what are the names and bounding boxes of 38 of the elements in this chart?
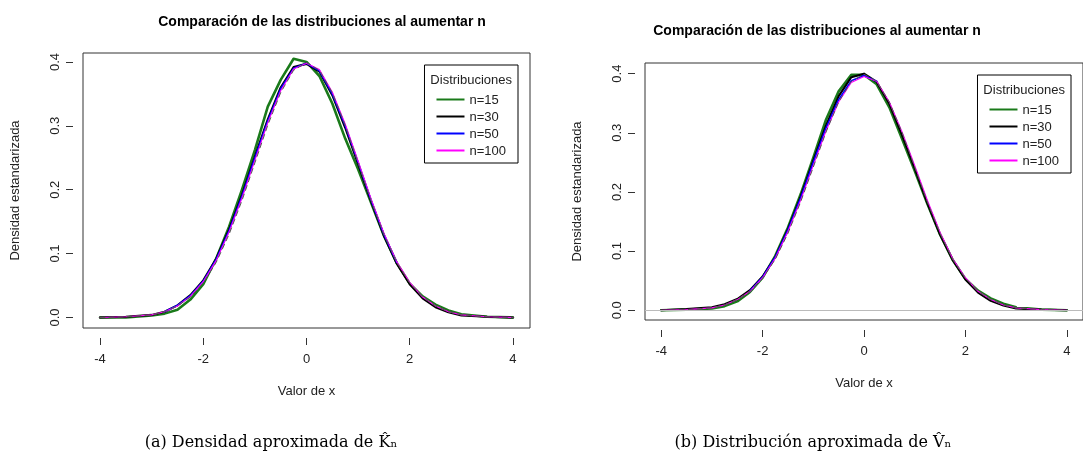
legend-label: n=30 xyxy=(469,109,499,124)
text: (a) Densidad aproximada de K̂ₙ xyxy=(144,431,398,451)
y-tick-label: 0.1 xyxy=(608,242,624,261)
x-tick-label: 2 xyxy=(961,343,969,358)
x-axis-title: Valor de x xyxy=(277,383,336,398)
y-tick-label: 0.2 xyxy=(608,182,624,201)
legend-label: n=30 xyxy=(1021,119,1052,134)
y-tick-label: 0.3 xyxy=(608,123,624,142)
y-tick-label: 0.1 xyxy=(47,244,62,263)
chart-title: Comparación de las distribuciones al aumentar n xyxy=(652,22,981,38)
x-tick-label: -2 xyxy=(756,343,768,358)
x-tick-label: 2 xyxy=(406,351,414,366)
legend-label: n=100 xyxy=(1021,153,1059,168)
legend-title: Distribuciones xyxy=(430,72,513,87)
legend-title: Distribuciones xyxy=(982,82,1065,97)
x-tick-label: -4 xyxy=(94,351,106,366)
legend-label: n=50 xyxy=(1021,136,1052,151)
y-axis-title: Densidad estandarizada xyxy=(568,120,584,262)
y-tick-label: 0.4 xyxy=(47,52,62,71)
x-axis-title: Valor de x xyxy=(834,375,893,390)
x-tick-label: 0 xyxy=(302,351,311,366)
legend-label: n=15 xyxy=(1021,102,1052,117)
x-tick-label: -2 xyxy=(197,351,210,366)
x-tick-label: 4 xyxy=(1062,343,1070,358)
text: (b) Distribución aproximada de V̂ₙ xyxy=(674,431,952,451)
x-tick-label: 4 xyxy=(509,351,517,366)
y-tick-label: 0.2 xyxy=(47,180,62,199)
y-tick-label: 0.0 xyxy=(608,301,624,320)
chart-title: Comparación de las distribuciones al aumentar n xyxy=(158,13,486,29)
y-tick-label: 0.0 xyxy=(47,308,62,327)
y-tick-label: 0.3 xyxy=(47,116,62,135)
x-tick-label: -4 xyxy=(654,343,667,358)
legend-label: n=15 xyxy=(469,92,499,107)
y-tick-label: 0.4 xyxy=(608,64,624,83)
legend-label: n=100 xyxy=(469,143,506,158)
x-tick-label: 0 xyxy=(859,343,868,358)
y-axis-title: Densidad estandarizada xyxy=(7,119,22,261)
legend-label: n=50 xyxy=(469,126,499,141)
